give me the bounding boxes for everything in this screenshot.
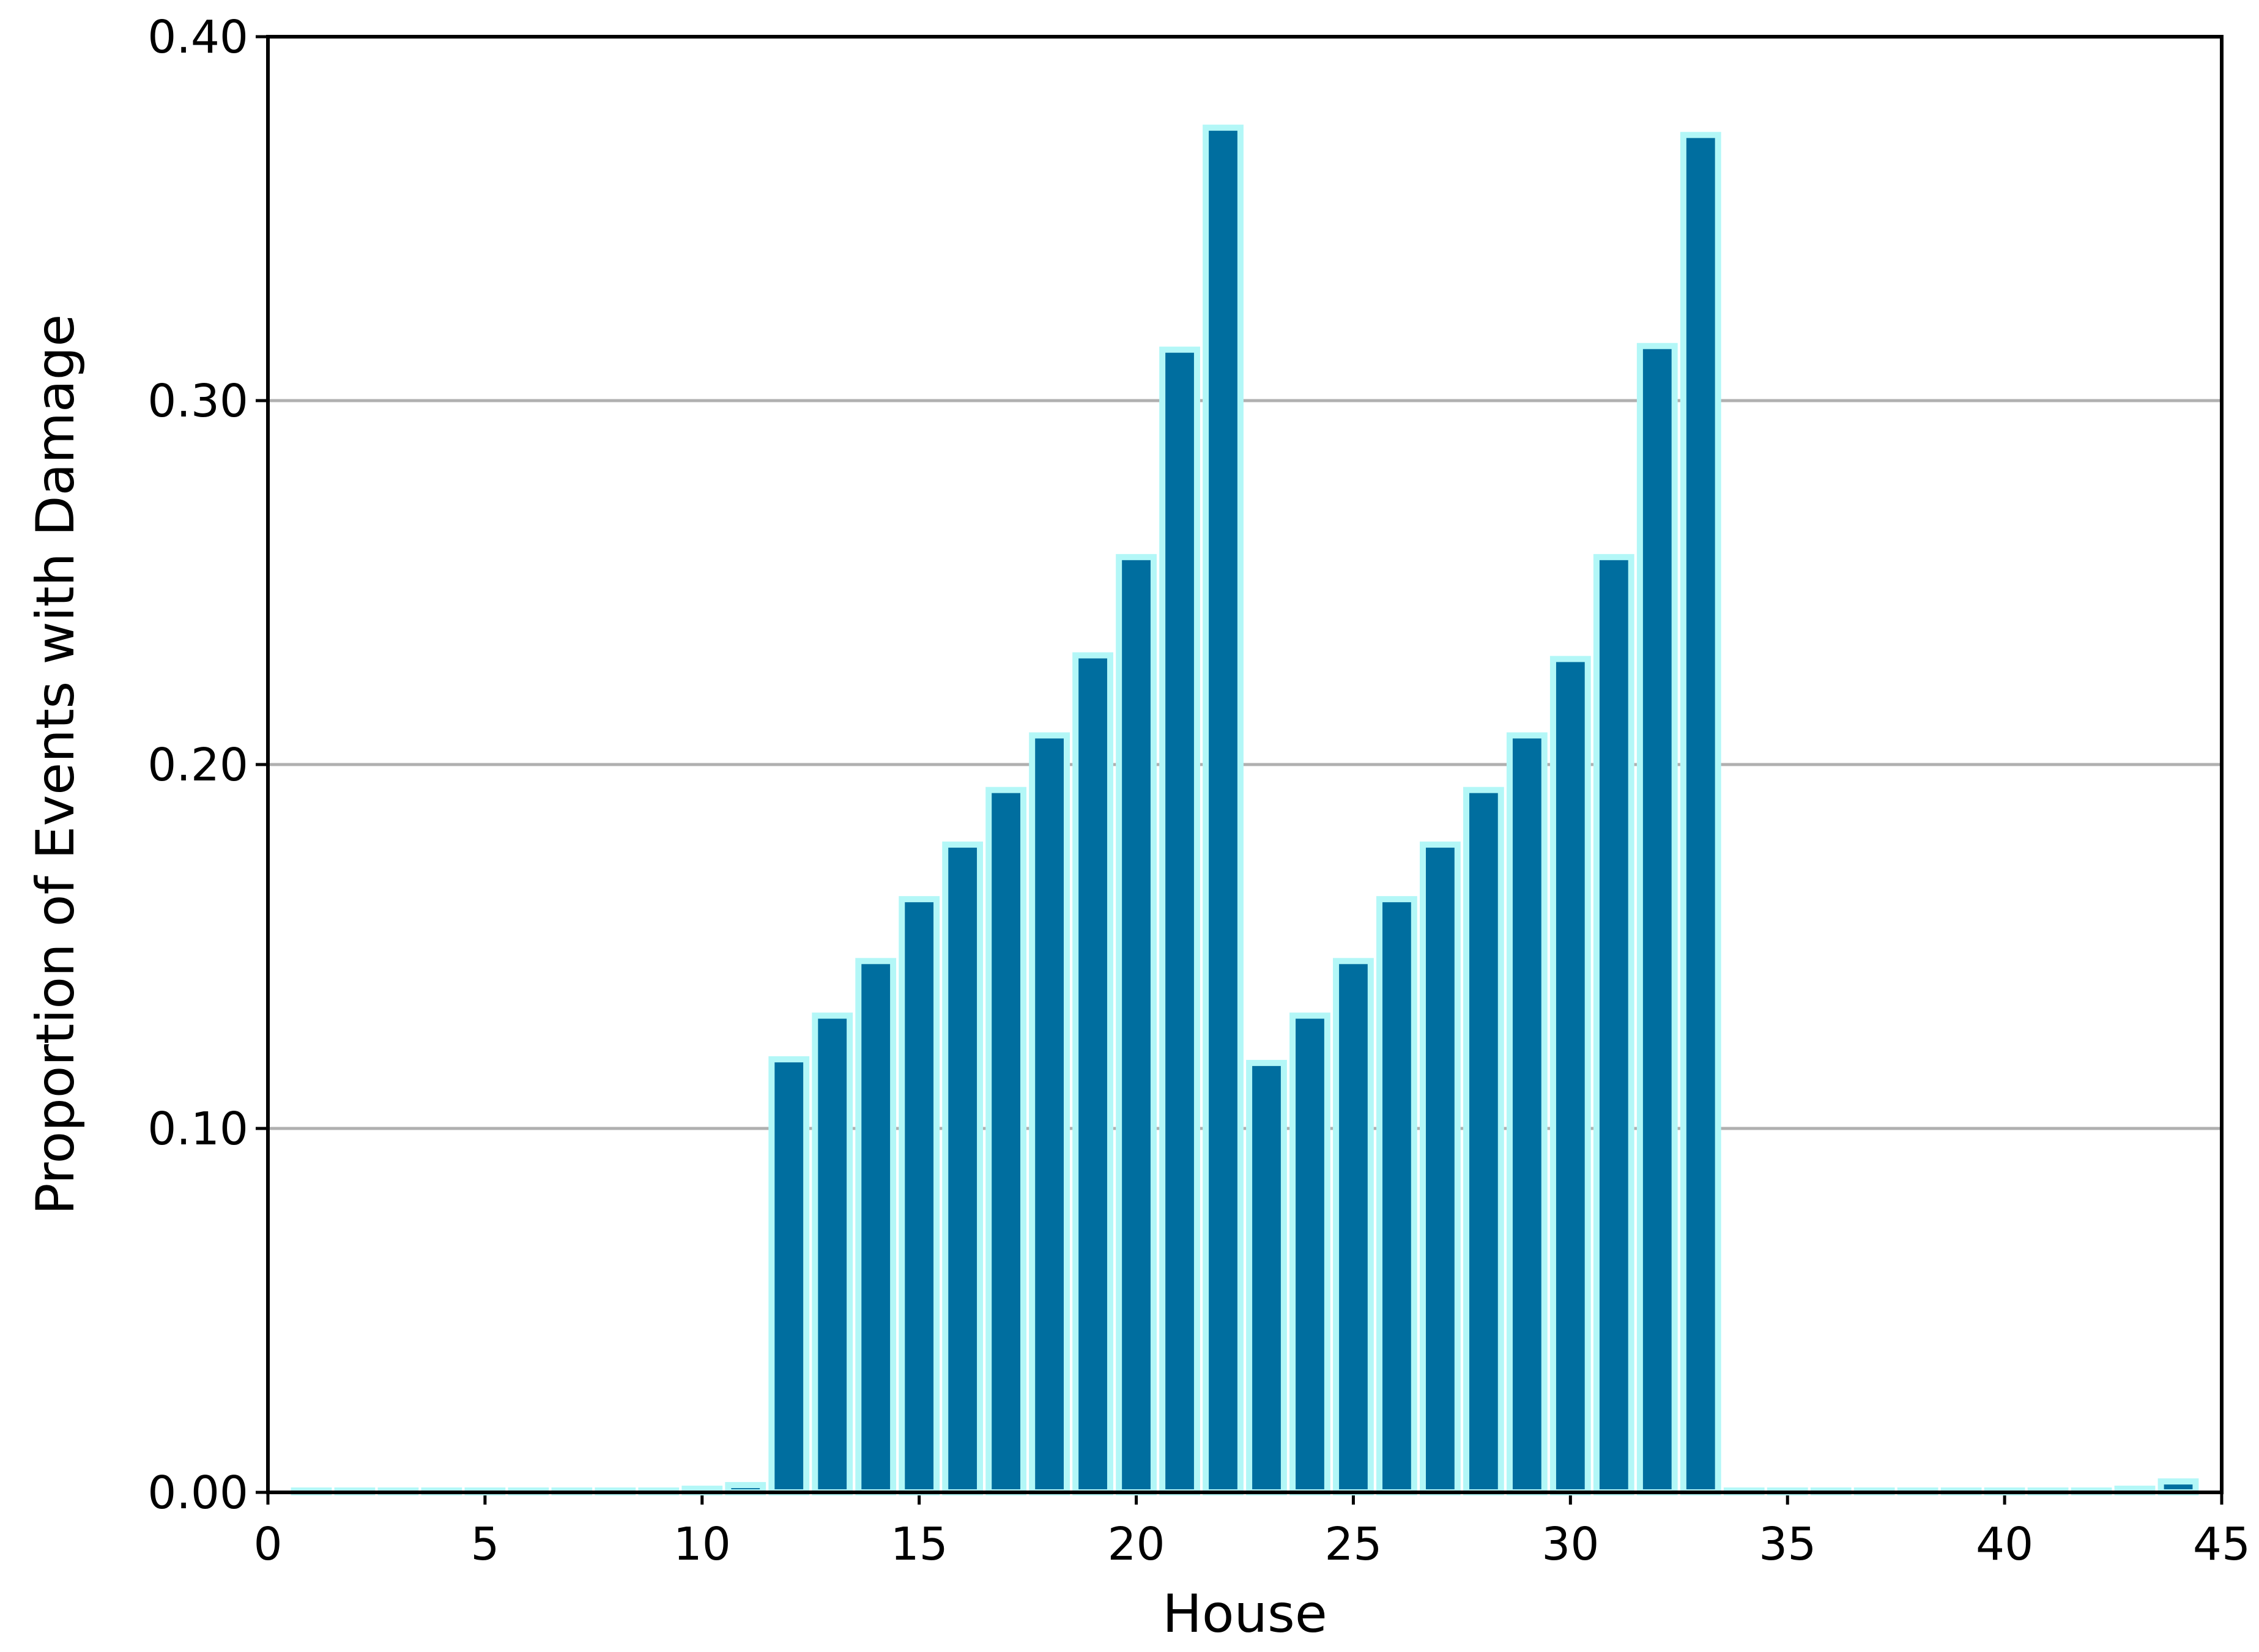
x-tick-label: 15 [891,1518,948,1571]
bar [1203,124,1244,1495]
bar [1289,1012,1330,1496]
y-tick-label: 0.10 [147,1103,248,1155]
y-axis-label: Proportion of Events with Damage [25,314,86,1215]
bar [1636,343,1678,1495]
bar [985,787,1027,1495]
y-tick-label: 0.30 [147,375,248,428]
bar [1246,1059,1287,1495]
bar [899,896,940,1495]
bar [1593,554,1634,1495]
x-tick-label: 45 [2193,1518,2250,1571]
bar [1116,554,1157,1495]
bar [812,1012,853,1496]
bar [942,841,984,1495]
x-tick-label: 10 [673,1518,731,1571]
bar [1463,787,1504,1495]
bar [1420,841,1461,1495]
bar [1549,656,1591,1495]
bar [768,1056,810,1495]
bar [1072,652,1113,1495]
bar [1029,732,1070,1495]
x-tick-label: 40 [1976,1518,2033,1571]
bar [1159,346,1200,1496]
bar [1333,958,1374,1496]
x-tick-label: 20 [1107,1518,1165,1571]
x-tick-label: 0 [253,1518,282,1571]
bar [1376,896,1417,1495]
plot-frame [266,35,2224,1494]
x-axis-label: House [1162,1583,1327,1645]
bar [1680,131,1721,1496]
bar [855,958,897,1496]
x-tick-label: 25 [1324,1518,1382,1571]
y-tick-label: 0.00 [147,1467,248,1519]
y-tick-label: 0.40 [147,11,248,64]
x-tick-label: 30 [1541,1518,1599,1571]
x-tick-label: 5 [470,1518,499,1571]
bar [1506,732,1548,1495]
x-tick-label: 35 [1759,1518,1816,1571]
y-tick-label: 0.20 [147,739,248,791]
